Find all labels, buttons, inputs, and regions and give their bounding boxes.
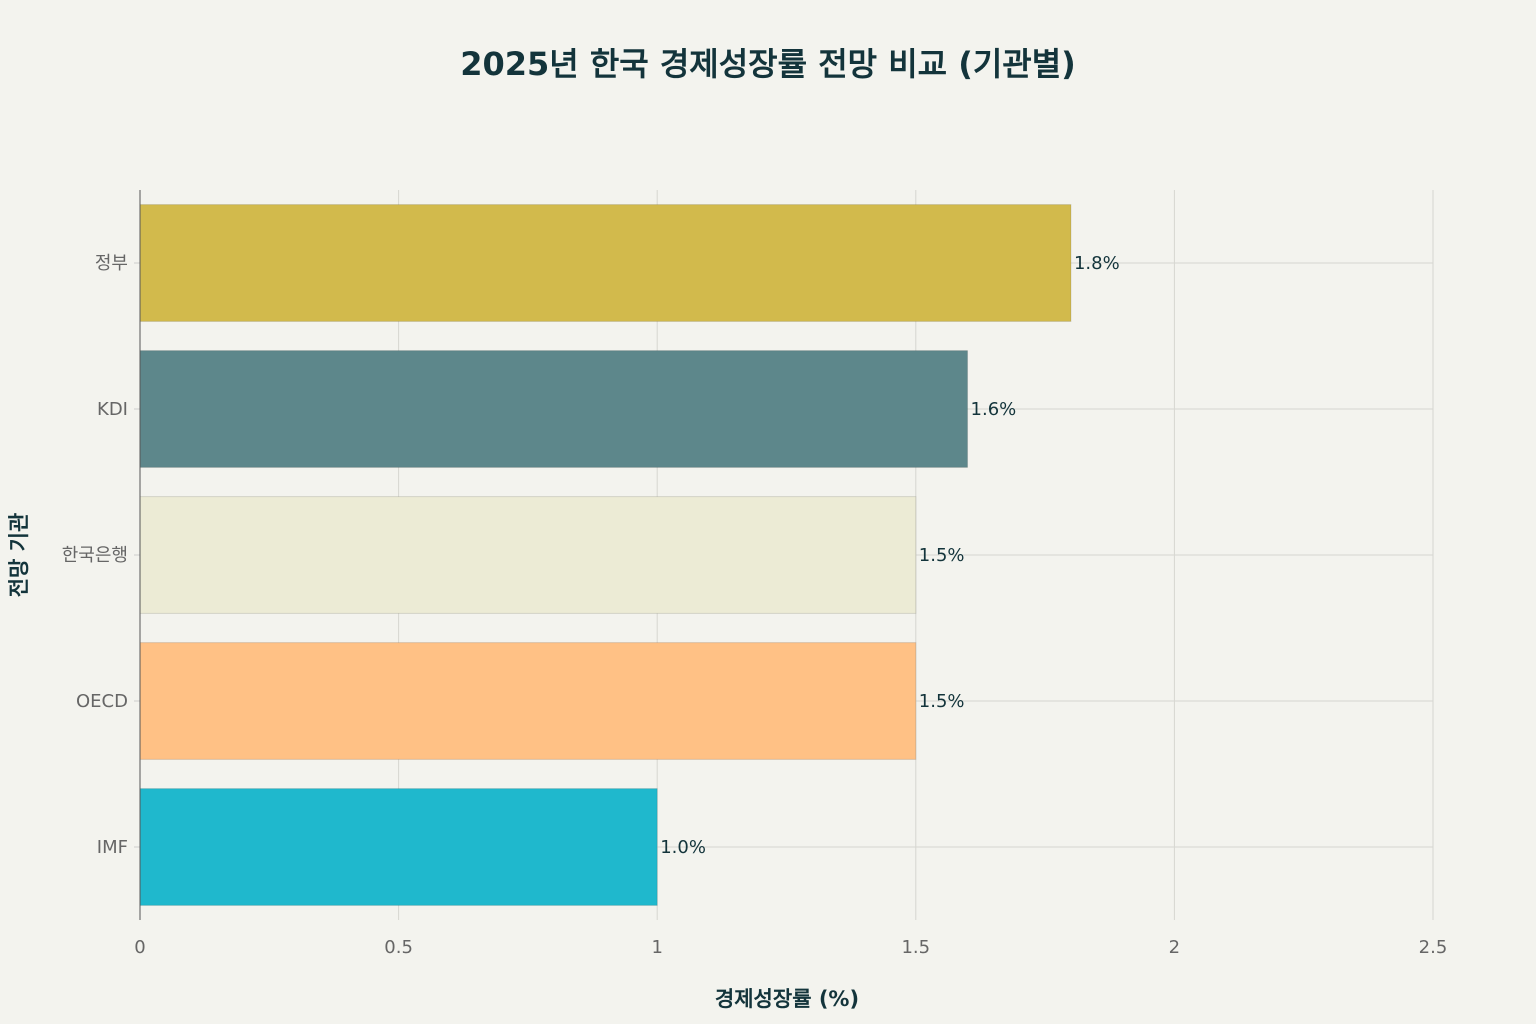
y-category-labels: 정부 KDI 한국은행 OECD IMF bbox=[62, 253, 128, 858]
bar-4 bbox=[139, 788, 658, 906]
x-tick-label: 0.5 bbox=[384, 937, 413, 958]
bar-2 bbox=[139, 496, 917, 614]
bar-0 bbox=[139, 204, 1072, 322]
x-tick-label: 2 bbox=[1169, 937, 1180, 958]
data-labels: 1.8% 1.6% 1.5% 1.5% 1.0% bbox=[660, 253, 1119, 858]
chart-title: 2025년 한국 경제성장률 전망 비교 (기관별) bbox=[460, 45, 1076, 83]
x-tick-label: 1.5 bbox=[901, 937, 930, 958]
bar-3 bbox=[139, 642, 917, 760]
x-tick-label: 1 bbox=[651, 937, 662, 958]
data-label: 1.8% bbox=[1074, 253, 1120, 274]
y-category-label: IMF bbox=[97, 837, 128, 858]
y-category-label: 한국은행 bbox=[62, 545, 128, 566]
data-label: 1.5% bbox=[919, 545, 965, 566]
x-tick-label: 0 bbox=[134, 937, 145, 958]
y-category-label: 정부 bbox=[95, 253, 128, 274]
x-axis-title: 경제성장률 (%) bbox=[715, 987, 859, 1011]
data-label: 1.6% bbox=[971, 399, 1017, 420]
data-label: 1.0% bbox=[660, 837, 706, 858]
y-category-label: KDI bbox=[97, 399, 128, 420]
bars bbox=[139, 204, 1072, 906]
bar-1 bbox=[139, 350, 969, 468]
y-category-label: OECD bbox=[76, 691, 128, 712]
data-label: 1.5% bbox=[919, 691, 965, 712]
x-tick-label: 2.5 bbox=[1419, 937, 1448, 958]
x-tick-labels: 0 0.5 1 1.5 2 2.5 bbox=[134, 937, 1447, 958]
y-axis-title: 전망 기관 bbox=[7, 513, 31, 598]
